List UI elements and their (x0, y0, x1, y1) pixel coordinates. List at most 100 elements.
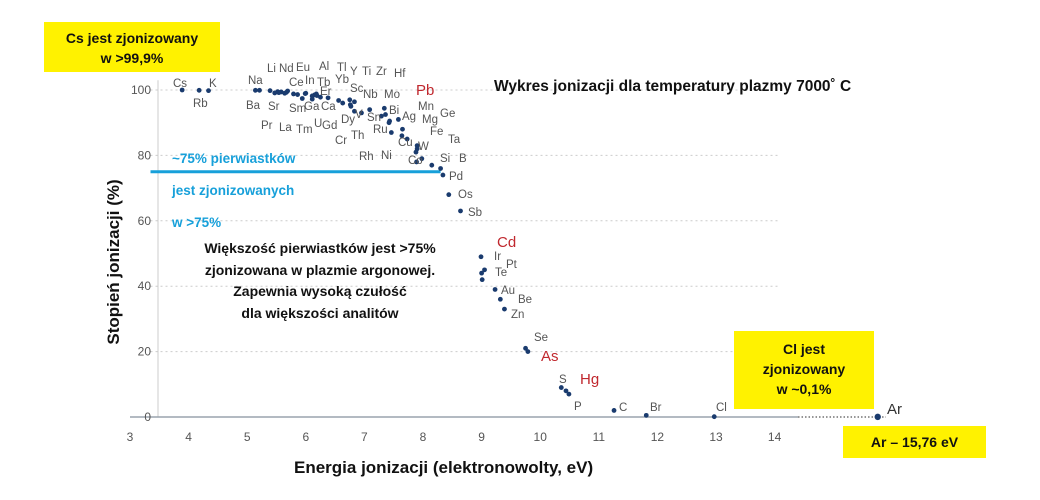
y-tick-label: 0 (144, 410, 151, 424)
point-label-sm: Sm (289, 103, 306, 115)
point-label-b: B (459, 153, 467, 165)
point-label-cl: Cl (716, 402, 727, 414)
data-point-sn (381, 105, 387, 111)
tick-labels: 3 4 5 6 7 8 9 10 11 12 13 14 0 20 40 60 80 100 (127, 83, 782, 444)
data-point-ar (874, 413, 881, 421)
point-label-gd: Gd (322, 120, 337, 132)
x-tick-label: 9 (478, 430, 485, 444)
point-label-nd: Nd (279, 63, 294, 75)
data-point-in (291, 91, 296, 97)
data-point-au (492, 287, 498, 292)
data-point-ce (276, 90, 282, 96)
data-point-hg (563, 388, 569, 394)
point-label-cu: Cu (398, 137, 413, 149)
data-point-rh (388, 130, 394, 135)
point-label-ce: Ce (289, 77, 304, 89)
ar-energy-callout: Ar – 15,76 eV (843, 426, 986, 458)
data-point-co (413, 149, 419, 155)
data-point-th (359, 110, 364, 116)
highlight-label-pb: Pb (416, 82, 434, 99)
data-point-cl (711, 414, 717, 420)
point-label-rb: Rb (193, 98, 208, 110)
data-point-ti (352, 99, 357, 105)
data-point-cd (478, 254, 484, 260)
data-point-v (347, 97, 353, 103)
x-tick-label: 8 (420, 430, 427, 444)
point-label-te: Te (495, 267, 507, 279)
data-point-ba (257, 87, 262, 93)
blue-annotation-3: w >75% (172, 215, 222, 230)
data-point-ta (414, 159, 419, 165)
point-label-y: Y (350, 66, 358, 78)
point-label-co: Co (408, 155, 423, 167)
point-label-br: Br (650, 402, 662, 414)
point-label-fe: Fe (430, 126, 443, 138)
x-tick-label: 3 (127, 430, 134, 444)
y-tick-label: 40 (138, 279, 152, 293)
x-tick-label: 10 (534, 430, 548, 444)
point-label-w: W (418, 141, 429, 153)
highlight-label-as: As (541, 348, 559, 365)
x-tick-label: 13 (709, 430, 723, 444)
data-point-be (497, 296, 503, 302)
point-label-mn: Mn (418, 101, 434, 113)
data-point-cr (348, 103, 354, 109)
point-label-bi: Bi (389, 105, 399, 117)
data-point-ru (383, 112, 388, 117)
y-tick-label: 20 (138, 345, 152, 359)
data-point-ni (399, 133, 405, 139)
note-line-2: zjonizowana w plazmie argonowej. (204, 261, 436, 278)
point-label-ar: Ar (887, 401, 902, 418)
point-label-tb: Tb (317, 77, 330, 89)
point-label-ti: Ti (362, 66, 371, 78)
point-label-mg: Mg (422, 114, 438, 126)
point-label-pr: Pr (261, 120, 273, 132)
x-tick-label: 12 (651, 430, 665, 444)
point-label-th: Th (351, 130, 364, 142)
data-point-sc (336, 98, 342, 103)
data-point-os (446, 192, 452, 198)
point-label-dy: Dy (341, 114, 355, 126)
point-label-sr: Sr (268, 101, 280, 113)
data-point-yb (318, 94, 323, 100)
cs-callout-line-1: Cs jest zjonizowany (65, 30, 199, 46)
data-point-ir (482, 267, 487, 273)
point-label-er: Er (320, 86, 332, 98)
cs-callout-line-2: w >99,9% (100, 50, 164, 66)
point-label-li: Li (267, 63, 276, 75)
data-point-hf (352, 108, 357, 114)
data-point-li (267, 88, 273, 94)
point-label-ga: Ga (304, 101, 320, 113)
data-points (179, 87, 881, 421)
data-point-p (566, 391, 572, 397)
point-label-p: P (574, 401, 582, 413)
point-label-ru: Ru (373, 124, 388, 136)
point-label-hf: Hf (394, 68, 406, 80)
point-label-na: Na (248, 75, 263, 87)
point-label-tm: Tm (296, 124, 313, 136)
data-point-pb (386, 120, 392, 126)
data-point-tb (295, 92, 300, 97)
x-axis-label: Energia jonizacji (elektronowolty, eV) (294, 458, 594, 477)
chart-title: Wykres jonizacji dla temperatury plazmy … (494, 78, 852, 95)
x-tick-label: 5 (244, 430, 251, 444)
point-label-k: K (209, 78, 217, 90)
point-label-cr: Cr (335, 135, 347, 147)
note-line-1: Większość pierwiastków jest >75% (204, 240, 436, 256)
data-point-bi (378, 113, 384, 119)
data-point-mo (367, 107, 373, 113)
point-label-pt: Pt (506, 259, 518, 271)
point-label-sb: Sb (468, 207, 482, 219)
data-point-zn (502, 306, 507, 312)
cl-callout-line-2: zjonizowany (762, 361, 846, 377)
point-label-al: Al (319, 61, 329, 73)
data-point-w (419, 156, 425, 162)
data-point-na (253, 87, 258, 93)
data-point-br (643, 412, 649, 418)
data-point-si (429, 162, 435, 168)
data-point-dy (299, 96, 305, 101)
y-tick-label: 100 (131, 83, 151, 97)
data-point-te (479, 277, 485, 283)
data-point-pd (440, 172, 446, 178)
